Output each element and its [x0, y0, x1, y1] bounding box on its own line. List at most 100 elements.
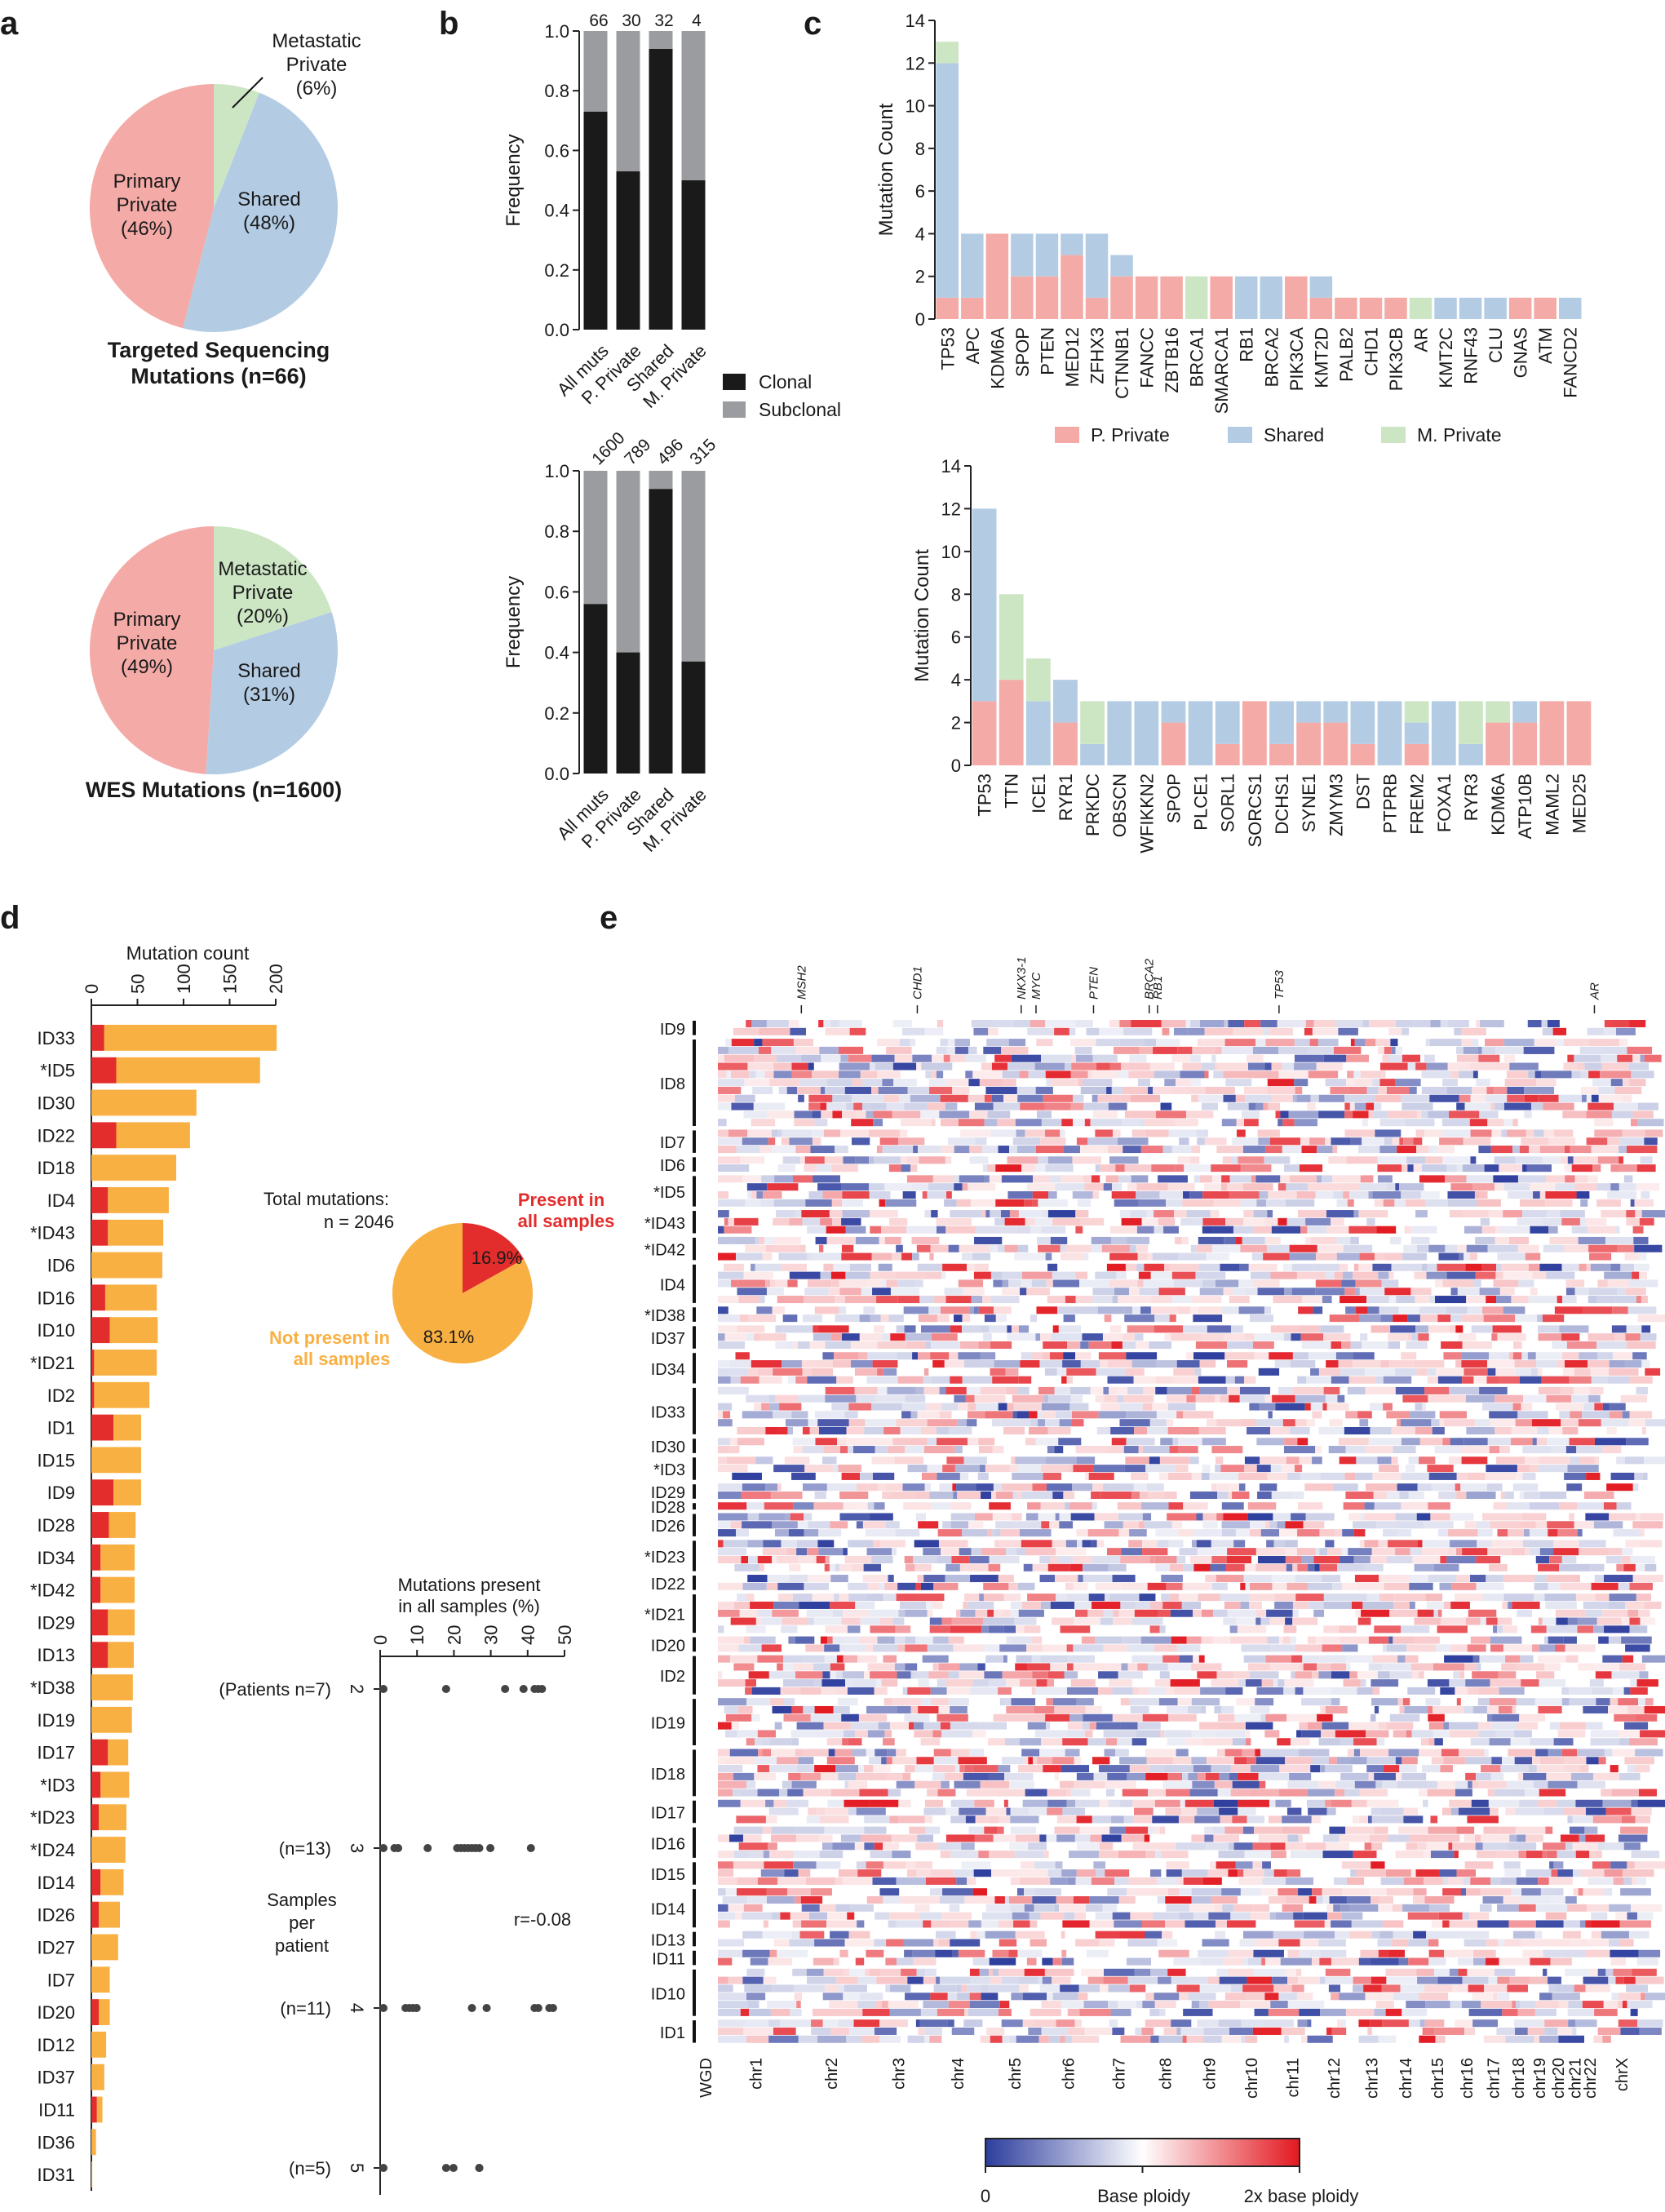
cnv-segment — [1286, 1582, 1308, 1590]
cnv-segment — [784, 1456, 810, 1465]
cnv-segment — [848, 1807, 857, 1815]
cnv-segment — [1588, 1394, 1601, 1403]
pie-slice-label: Private — [117, 194, 178, 216]
cnv-segment — [1360, 1175, 1374, 1183]
y-tick-label: ID17 — [38, 1743, 75, 1763]
cnv-segment — [1618, 1582, 1630, 1590]
cnv-segment — [981, 1325, 990, 1333]
cnv-segment — [1482, 1594, 1504, 1602]
cnv-segment — [890, 1333, 906, 1341]
cnv-segment — [1636, 1679, 1658, 1687]
cnv-segment — [1194, 1815, 1220, 1824]
cnv-segment — [1046, 1079, 1051, 1087]
cnv-segment — [1140, 1146, 1163, 1154]
cnv-segment — [1476, 1521, 1490, 1529]
cnv-segment — [1446, 1548, 1456, 1556]
cnv-segment — [1577, 1062, 1585, 1071]
y-tick-label: 0.4 — [544, 643, 569, 663]
cnv-segment — [1215, 1279, 1239, 1288]
cnv-segment — [757, 1655, 784, 1663]
cnv-segment — [910, 1039, 916, 1047]
cnv-segment — [1594, 1456, 1600, 1465]
cnv-segment — [942, 1521, 951, 1529]
cnv-segment — [1368, 1772, 1375, 1780]
cnv-segment — [1577, 1502, 1604, 1510]
cnv-segment — [1421, 1110, 1428, 1119]
cnv-segment — [1623, 1877, 1632, 1885]
cnv-segment — [1166, 1861, 1189, 1869]
cnv-segment — [1383, 1920, 1404, 1928]
cnv-segment — [749, 1071, 756, 1079]
cnv-segment — [1211, 1555, 1227, 1563]
cnv-segment — [1519, 1376, 1542, 1384]
bar-p-private — [1061, 255, 1083, 319]
cnv-segment — [1258, 1137, 1270, 1146]
cnv-segment — [1270, 1325, 1299, 1333]
cnv-segment — [1263, 1027, 1269, 1035]
cnv-segment — [1145, 1039, 1157, 1047]
cnv-segment — [1375, 1129, 1402, 1137]
cnv-segment — [1517, 1722, 1539, 1730]
cnv-segment — [1109, 1226, 1137, 1234]
data-point — [379, 2004, 387, 2012]
cnv-segment — [1041, 1738, 1063, 1746]
bar-p-private — [1085, 297, 1109, 319]
cnv-segment — [1510, 1438, 1533, 1446]
cnv-segment — [1318, 1671, 1331, 1679]
cnv-segment — [1109, 1679, 1133, 1687]
cnv-segment — [1012, 1137, 1041, 1146]
cnv-segment — [1242, 1749, 1255, 1757]
legend-label: M. Private — [1417, 424, 1502, 446]
cnv-segment — [945, 1296, 972, 1304]
cnv-segment — [1304, 1403, 1311, 1411]
cnv-segment — [1605, 1807, 1632, 1815]
cnv-segment — [839, 1513, 870, 1521]
cnv-segment — [718, 1411, 724, 1419]
cnv-segment — [1275, 1912, 1294, 1920]
bar-shared — [1107, 701, 1132, 765]
cnv-segment — [1402, 1394, 1428, 1403]
bar-shared — [1085, 233, 1109, 298]
cnv-segment — [1620, 1888, 1651, 1896]
cnv-segment — [1543, 1102, 1574, 1110]
cnv-segment — [1038, 1199, 1068, 1207]
bar-shared — [1558, 297, 1582, 319]
cnv-segment — [1411, 1671, 1419, 1679]
bar-p-private — [1309, 297, 1333, 319]
heatmap-sample-star-id3: *ID3 — [653, 1456, 1665, 1480]
cnv-segment — [1278, 1183, 1286, 1191]
data-point — [501, 1685, 510, 1693]
cnv-segment — [746, 1333, 755, 1341]
cnv-segment — [1354, 1039, 1366, 1047]
cnv-segment — [1046, 1279, 1053, 1288]
cnv-segment — [718, 1062, 748, 1071]
cnv-segment — [1052, 1279, 1080, 1288]
cnv-segment — [1264, 1394, 1273, 1403]
data-point — [467, 2004, 476, 2012]
cnv-segment — [1323, 1333, 1351, 1341]
cnv-segment — [781, 1263, 807, 1271]
cnv-segment — [1333, 1190, 1344, 1199]
y-tick-label: ID20 — [38, 2002, 75, 2023]
cnv-segment — [777, 1877, 806, 1885]
cnv-segment — [1248, 1102, 1256, 1110]
cnv-segment — [1297, 1438, 1309, 1446]
pie-slice-label: Metastatic — [272, 30, 361, 52]
cnv-segment — [1290, 1636, 1296, 1644]
cnv-segment — [870, 1671, 897, 1679]
cnv-segment — [1480, 1904, 1492, 1912]
cnv-segment — [1102, 1333, 1123, 1341]
cnv-segment — [835, 1877, 844, 1885]
cnv-segment — [1624, 1757, 1654, 1765]
cnv-segment — [1520, 1655, 1534, 1663]
cnv-segment — [838, 1869, 858, 1877]
cnv-segment — [1181, 1807, 1198, 1815]
cnv-segment — [932, 1502, 951, 1510]
cnv-segment — [1031, 1636, 1043, 1644]
cnv-segment — [1310, 1368, 1319, 1376]
cnv-segment — [1427, 1263, 1437, 1271]
cnv-segment — [1295, 1644, 1322, 1652]
cnv-segment — [1521, 1403, 1533, 1411]
cnv-segment — [1008, 1582, 1019, 1590]
cnv-segment — [769, 1403, 780, 1411]
